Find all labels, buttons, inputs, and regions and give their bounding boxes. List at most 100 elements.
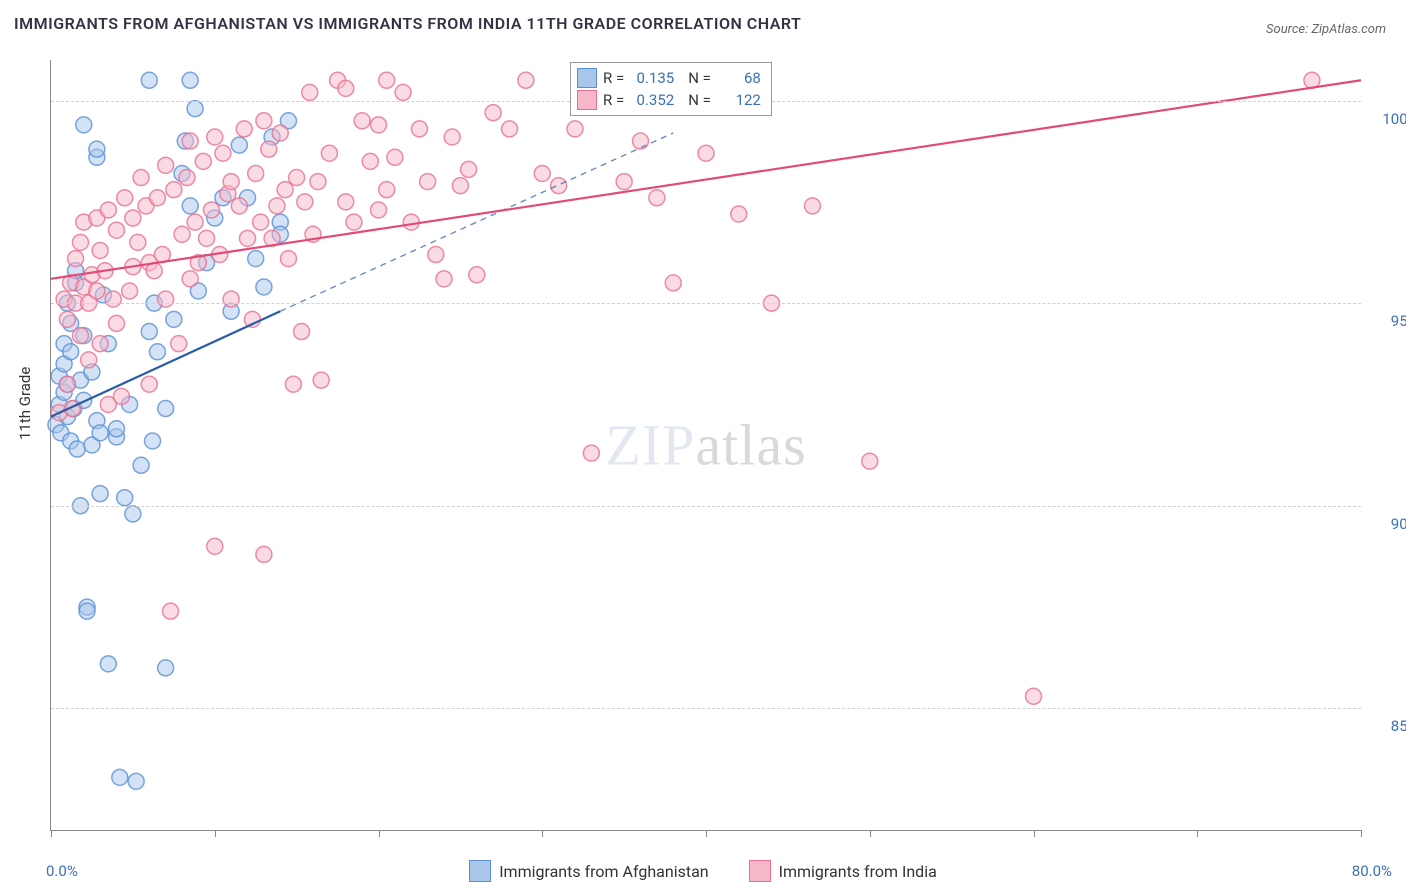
data-point-india [551,178,567,194]
data-point-afghanistan [125,506,141,522]
data-point-afghanistan [187,101,203,117]
legend-n-label: N = [688,67,711,89]
data-point-india [616,174,632,190]
data-point-afghanistan [158,401,174,417]
data-point-afghanistan [89,141,105,157]
data-point-india [452,178,468,194]
legend-r-value: 0.135 [630,67,674,89]
data-point-india [109,315,125,331]
data-point-india [92,242,108,258]
data-point-india [100,202,116,218]
legend-row-india: R =0.352N =122 [577,89,761,111]
data-point-india [113,388,129,404]
data-point-india [649,190,665,206]
gridline [51,506,1361,507]
trend-line-dashed-afghanistan [280,133,673,311]
data-point-india [141,376,157,392]
data-point-india [313,372,329,388]
data-point-india [68,251,84,267]
y-tick-label: 90.0% [1371,515,1406,533]
x-tick [215,830,216,837]
data-point-afghanistan [158,660,174,676]
data-point-india [117,190,133,206]
data-point-india [289,170,305,186]
x-tick [1034,830,1035,837]
correlation-legend-box: R =0.135N =68R =0.352N =122 [570,62,772,116]
x-tick-label: 0.0% [46,862,78,880]
data-point-afghanistan [145,433,161,449]
data-point-india [182,271,198,287]
data-point-india [665,275,681,291]
data-point-india [182,133,198,149]
data-point-india [269,198,285,214]
data-point-india [158,291,174,307]
bottom-legend-label: Immigrants from Afghanistan [499,862,708,881]
scatter-plot-svg [51,60,1361,830]
legend-r-value: 0.352 [630,89,674,111]
y-tick-label: 85.0% [1371,717,1406,735]
chart-container: IMMIGRANTS FROM AFGHANISTAN VS IMMIGRANT… [0,0,1406,892]
data-point-india [215,145,231,161]
source-value: ZipAtlas.com [1311,22,1386,37]
data-point-india [387,149,403,165]
bottom-legend-label: Immigrants from India [779,862,937,881]
x-tick [1361,830,1362,837]
data-point-afghanistan [133,457,149,473]
data-point-india [534,165,550,181]
y-axis-label: 11th Grade [16,367,34,440]
data-point-afghanistan [182,198,198,214]
data-point-india [1026,688,1042,704]
data-point-india [698,145,714,161]
data-point-india [403,214,419,230]
data-point-afghanistan [149,344,165,360]
data-point-india [109,222,125,238]
x-tick [870,830,871,837]
data-point-india [187,214,203,230]
data-point-india [862,453,878,469]
data-point-india [371,117,387,133]
data-point-india [302,84,318,100]
data-point-india [379,182,395,198]
data-point-india [379,72,395,88]
data-point-india [346,214,362,230]
data-point-india [485,105,501,121]
chart-plot-area: ZIPatlas 85.0%90.0%95.0%100.0% [50,60,1361,831]
gridline [51,708,1361,709]
data-point-india [207,129,223,145]
legend-row-afghanistan: R =0.135N =68 [577,67,761,89]
data-point-india [122,283,138,299]
data-point-india [223,291,239,307]
data-point-afghanistan [117,490,133,506]
data-point-india [371,202,387,218]
data-point-afghanistan [248,251,264,267]
x-tick [379,830,380,837]
data-point-india [59,376,75,392]
data-point-india [411,121,427,137]
data-point-india [731,206,747,222]
data-point-india [72,328,88,344]
data-point-india [469,267,485,283]
data-point-india [199,230,215,246]
data-point-india [130,234,146,250]
data-point-india [256,546,272,562]
data-point-afghanistan [141,324,157,340]
data-point-india [163,603,179,619]
data-point-india [461,161,477,177]
data-point-afghanistan [92,425,108,441]
data-point-india [248,165,264,181]
data-point-india [125,210,141,226]
data-point-afghanistan [128,773,144,789]
data-point-afghanistan [166,311,182,327]
data-point-india [256,113,272,129]
data-point-india [92,336,108,352]
x-tick-label: 80.0% [1352,862,1392,880]
data-point-india [338,194,354,210]
source-attribution: Source: ZipAtlas.com [1266,22,1386,37]
data-point-india [280,251,296,267]
data-point-afghanistan [63,344,79,360]
data-point-india [81,352,97,368]
data-point-afghanistan [256,279,272,295]
legend-swatch-icon [577,90,597,110]
data-point-india [72,234,88,250]
data-point-india [277,182,293,198]
